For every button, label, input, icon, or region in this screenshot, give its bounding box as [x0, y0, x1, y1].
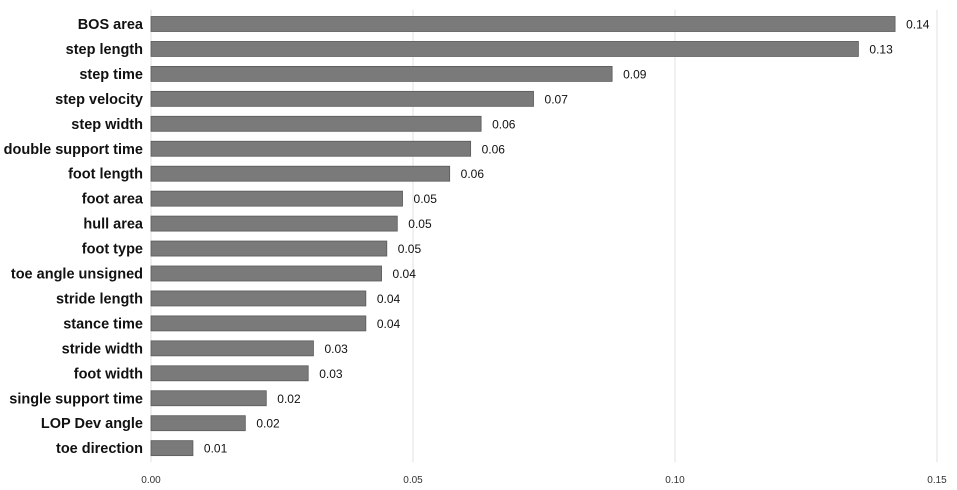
category-label: step velocity	[55, 92, 143, 108]
value-label: 0.05	[408, 217, 432, 231]
bar	[150, 215, 398, 232]
category-label: foot type	[82, 242, 143, 258]
bar	[150, 190, 403, 207]
bar	[150, 140, 472, 157]
value-label: 0.06	[482, 142, 506, 156]
category-label: step length	[66, 42, 143, 58]
category-label: foot area	[82, 192, 144, 208]
category-label: LOP Dev angle	[41, 416, 143, 432]
bars	[150, 16, 896, 457]
value-label: 0.02	[256, 417, 280, 431]
value-label: 0.04	[377, 317, 401, 331]
value-label: 0.04	[393, 267, 417, 281]
x-tick-label: 0.00	[141, 475, 161, 486]
category-label: double support time	[4, 142, 143, 158]
category-label: BOS area	[78, 17, 144, 33]
category-label: toe direction	[56, 441, 143, 457]
value-label: 0.01	[204, 442, 228, 456]
bar	[150, 415, 246, 432]
value-label: 0.14	[906, 18, 930, 32]
category-label: toe angle unsigned	[11, 267, 143, 283]
value-label: 0.05	[414, 192, 438, 206]
category-label: stride length	[56, 291, 143, 307]
gridlines	[150, 10, 938, 462]
category-label: stride width	[62, 341, 143, 357]
value-label: 0.03	[324, 342, 348, 356]
category-label: step width	[71, 117, 143, 133]
value-label: 0.09	[623, 67, 647, 81]
value-label: 0.06	[461, 167, 485, 181]
bar	[150, 16, 896, 32]
value-label: 0.02	[277, 392, 301, 406]
value-label: 0.13	[869, 42, 893, 56]
bar	[150, 115, 482, 132]
bar	[150, 66, 613, 82]
value-label: 0.05	[398, 242, 422, 256]
bar	[150, 165, 451, 182]
bar	[150, 340, 314, 357]
value-label: 0.07	[545, 92, 569, 106]
bar	[150, 265, 382, 282]
bar	[150, 90, 534, 107]
value-label: 0.03	[319, 367, 343, 381]
category-label: foot width	[74, 366, 143, 382]
x-tick-label: 0.10	[665, 475, 685, 486]
bar	[150, 390, 267, 407]
value-label: 0.06	[492, 117, 516, 131]
category-label: step time	[79, 67, 143, 83]
bar	[150, 440, 194, 457]
category-label: single support time	[9, 391, 143, 407]
bar	[150, 41, 859, 57]
bar	[150, 290, 367, 307]
category-label: stance time	[63, 316, 143, 332]
category-label: foot length	[68, 167, 143, 183]
value-label: 0.04	[377, 292, 401, 306]
x-tick-label: 0.15	[927, 475, 947, 486]
category-label: hull area	[83, 217, 144, 233]
bar	[150, 365, 309, 382]
bar	[150, 315, 367, 332]
x-tick-label: 0.05	[403, 475, 423, 486]
bar	[150, 240, 388, 257]
labels: 0.00 0.05 0.10 0.15 BOS area 0.14 step length 0…	[4, 17, 948, 486]
